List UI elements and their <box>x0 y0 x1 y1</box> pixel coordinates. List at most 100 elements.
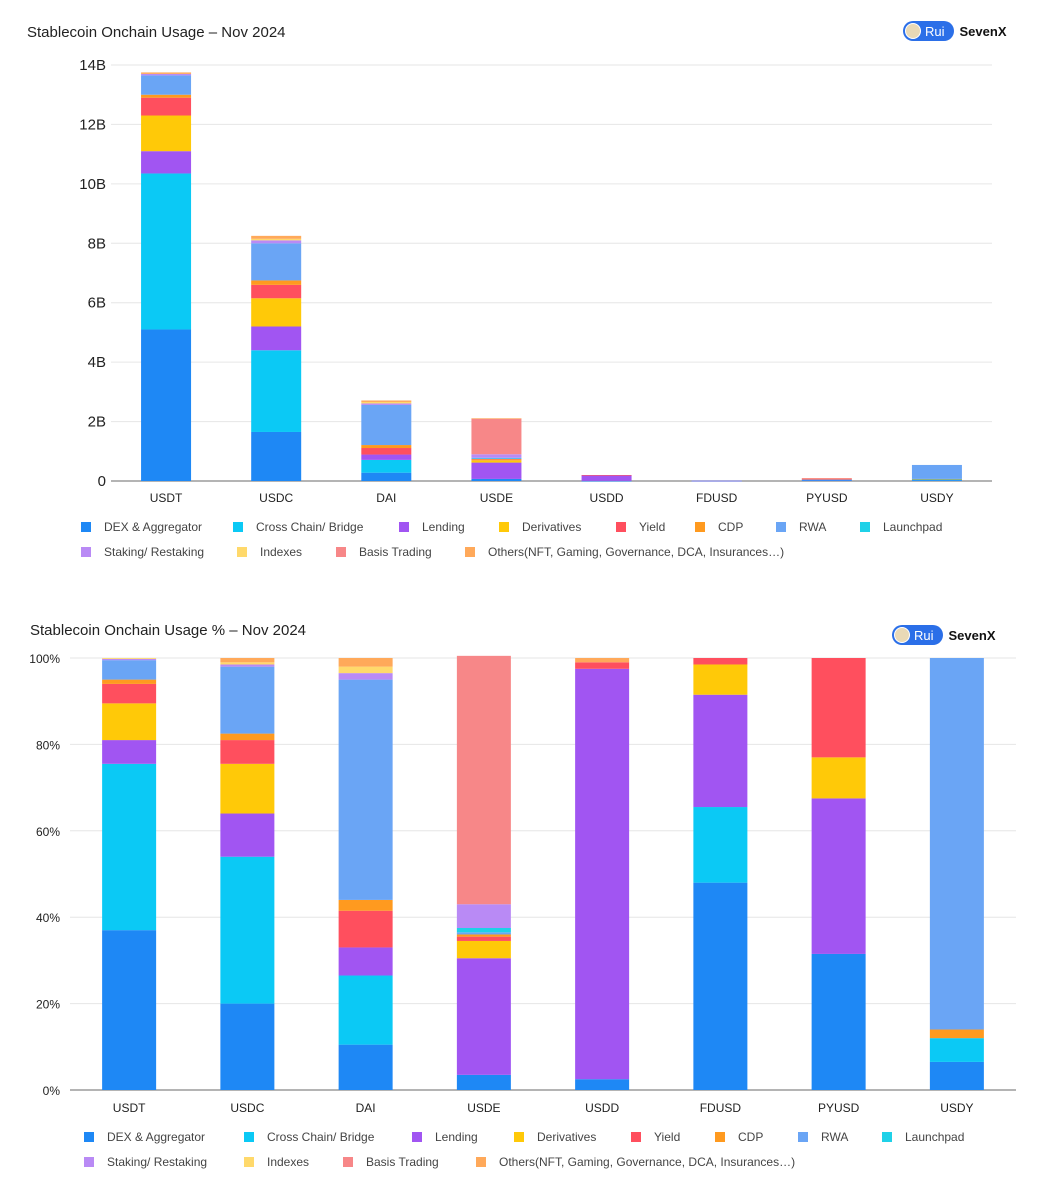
legend-swatch <box>233 522 243 532</box>
y-tick-label: 0 <box>98 473 106 490</box>
bar-segment <box>581 475 632 481</box>
bar-segment <box>361 401 412 404</box>
legend-label: Cross Chain/ Bridge <box>267 1130 375 1144</box>
bar-segment <box>811 757 866 799</box>
bar-segment <box>102 930 157 1090</box>
brand-pill-label: Rui <box>925 23 945 39</box>
bar-segment <box>251 350 302 432</box>
bar-segment <box>911 479 962 481</box>
x-tick-label: USDC <box>259 491 293 505</box>
legend-item: RWA <box>776 520 826 534</box>
legend-swatch <box>81 547 91 557</box>
bar-segment <box>811 798 866 954</box>
legend-swatch <box>860 522 870 532</box>
y-tick-label: 4B <box>88 354 106 371</box>
legend-label: Launchpad <box>883 520 943 534</box>
y-tick-label: 20% <box>36 998 60 1012</box>
x-tick-label: USDT <box>113 1101 146 1115</box>
legend-item: Yield <box>616 520 665 534</box>
bar-segment <box>929 1029 984 1039</box>
legend-item: Indexes <box>237 545 302 559</box>
bar-segment <box>361 448 412 455</box>
brand-logo: Rui SevenX <box>903 21 1007 41</box>
bar-segment <box>801 479 852 481</box>
legend-swatch <box>695 522 705 532</box>
bar-segment <box>102 683 157 704</box>
bar-segment <box>691 480 742 482</box>
bar-segment <box>338 910 393 948</box>
legend-label: Yield <box>654 1130 681 1144</box>
legend-label: Derivatives <box>537 1130 597 1144</box>
y-tick-label: 8B <box>88 235 106 252</box>
y-tick-label: 0% <box>43 1084 61 1098</box>
brand-logo: Rui SevenX <box>892 625 996 645</box>
bar-segment <box>251 238 302 241</box>
legend-swatch <box>715 1132 725 1142</box>
bar-segment <box>575 668 630 1080</box>
bar-segment <box>220 662 275 665</box>
bar-segment <box>251 280 302 285</box>
stacked-percent-bar-chart: 0% 20% 40% 60% 80% 100% USDT USDC DAI USDE USDD FDU… <box>29 652 1016 1115</box>
bar-segment <box>141 73 192 76</box>
bar-segment <box>471 459 522 461</box>
avatar <box>894 627 910 643</box>
legend-swatch <box>412 1132 422 1142</box>
bar-segment <box>471 418 522 455</box>
legend-label: DEX & Aggregator <box>104 520 203 534</box>
bar-segment <box>141 115 192 152</box>
bar-segment <box>251 284 302 299</box>
legend-label: Yield <box>639 520 666 534</box>
legend-item: Others(NFT, Gaming, Governance, DCA, Ins… <box>465 545 784 559</box>
bar-segment <box>220 856 275 1004</box>
legend-label: Indexes <box>267 1155 310 1169</box>
bar-segment <box>456 932 511 935</box>
bar-segment <box>251 431 302 481</box>
bar-segment <box>102 703 157 741</box>
legend-item: Derivatives <box>499 520 581 534</box>
bar-segment <box>471 462 522 479</box>
brand-name: SevenX <box>959 23 1007 39</box>
bar-segment <box>575 658 630 663</box>
bar-segment <box>929 1038 984 1062</box>
x-tick-label: USDE <box>467 1101 500 1115</box>
legend-item: DEX & Aggregator <box>84 1130 205 1144</box>
bar-segment <box>361 459 412 473</box>
bar-segment <box>220 813 275 857</box>
bar-segment <box>471 460 522 463</box>
legend-swatch <box>776 522 786 532</box>
y-tick-label: 40% <box>36 911 60 925</box>
legend-label: Indexes <box>260 545 303 559</box>
bar-segment <box>471 478 522 481</box>
chart-legend: DEX & Aggregator Cross Chain/ Bridge Lendi… <box>81 520 1041 570</box>
bar-segment <box>141 97 192 116</box>
bar-segment <box>220 763 275 814</box>
usage-chart-panel: Stablecoin Onchain Usage – Nov 2024 Rui … <box>0 0 1050 590</box>
legend-label: Lending <box>422 520 465 534</box>
legend-item: CDP <box>695 520 743 534</box>
y-tick-label: 60% <box>36 825 60 839</box>
legend-item: Launchpad <box>860 520 942 534</box>
legend-label: Basis Trading <box>359 545 432 559</box>
bar-segment <box>102 658 157 661</box>
legend-item: DEX & Aggregator <box>81 520 202 534</box>
y-tick-label: 12B <box>79 116 106 133</box>
x-tick-label: FDUSD <box>700 1101 742 1115</box>
bar-segment <box>102 763 157 931</box>
legend-swatch <box>399 522 409 532</box>
brand-pill-label: Rui <box>914 627 934 643</box>
legend-item: Others(NFT, Gaming, Governance, DCA, Ins… <box>476 1155 795 1169</box>
legend-swatch <box>81 522 91 532</box>
y-tick-label: 10B <box>79 176 106 193</box>
legend-label: Basis Trading <box>366 1155 439 1169</box>
y-tick-label: 2B <box>88 414 106 431</box>
bar-segment <box>575 1079 630 1090</box>
bar-segment <box>456 936 511 941</box>
y-tick-label: 14B <box>79 57 106 74</box>
bar-segment <box>338 947 393 976</box>
bar-segment <box>911 464 962 479</box>
avatar <box>905 23 921 39</box>
bar-segment <box>141 329 192 481</box>
brand-pill: Rui <box>892 625 943 645</box>
usage-percent-chart-panel: Stablecoin Onchain Usage % – Nov 2024 Ru… <box>0 600 1050 1199</box>
bar-segment <box>338 666 393 674</box>
